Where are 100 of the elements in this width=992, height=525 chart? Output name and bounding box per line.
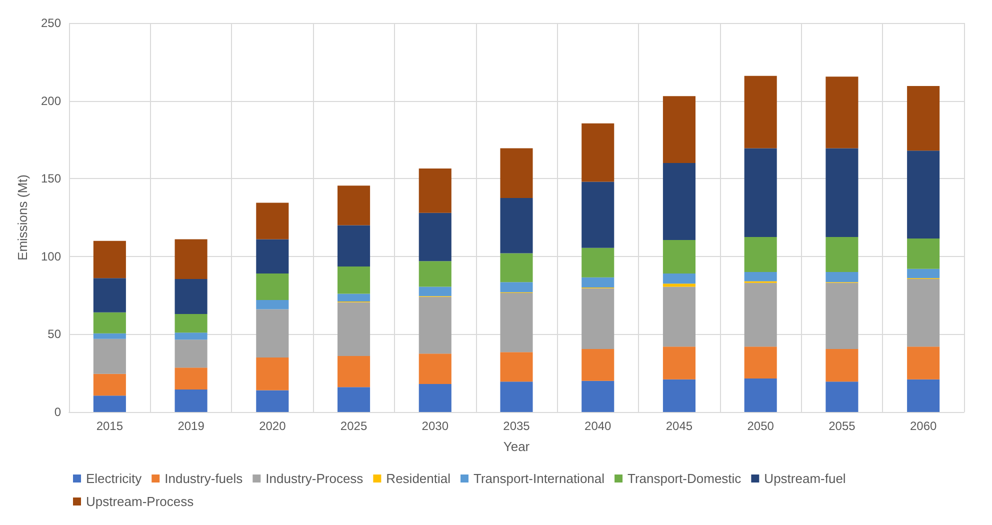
bar [93, 333, 126, 339]
bar [907, 268, 940, 278]
x-tick-label: 2055 [828, 419, 856, 433]
bar [744, 378, 777, 412]
bar [744, 346, 777, 379]
y-tick-label: 0 [54, 405, 62, 419]
x-tick-label: 2040 [584, 419, 612, 433]
bar [174, 389, 208, 412]
bar [256, 239, 289, 274]
bar [93, 396, 126, 412]
bar [500, 198, 533, 254]
bar [826, 272, 858, 282]
bar [662, 379, 696, 412]
bar [500, 382, 533, 412]
bar [338, 387, 370, 412]
bar [582, 248, 614, 278]
bar [256, 358, 289, 390]
y-tick-label: 200 [40, 94, 62, 108]
x-tick-label: 2060 [910, 419, 937, 433]
bar [826, 282, 858, 349]
bar [826, 382, 858, 412]
bar [93, 240, 126, 278]
bar [174, 368, 208, 390]
bar [338, 225, 370, 267]
bar [907, 238, 940, 269]
bar [500, 292, 533, 352]
bar [826, 348, 858, 382]
y-tick-label: 150 [40, 172, 62, 186]
bar [338, 186, 370, 226]
y-tick-label: 100 [40, 249, 62, 264]
bar [907, 86, 940, 151]
bar [744, 76, 777, 148]
bar [662, 163, 696, 240]
bar [500, 253, 533, 282]
bar [826, 148, 858, 237]
bar [582, 380, 614, 412]
bar [174, 340, 208, 368]
bar [500, 352, 533, 382]
y-tick-label: 250 [40, 16, 62, 30]
legend-label: Residential [386, 471, 451, 486]
bar [93, 312, 126, 334]
bar [256, 390, 289, 412]
bar [338, 294, 370, 302]
bar [418, 384, 452, 412]
bar [907, 379, 940, 412]
bar [744, 282, 777, 347]
bar [662, 240, 696, 274]
bar [582, 288, 614, 349]
x-axis-title: Year [503, 439, 530, 454]
legend-label: Industry-Process [266, 471, 364, 486]
bar [907, 150, 940, 239]
bar [662, 96, 696, 164]
x-tick-label: 2020 [259, 419, 286, 433]
bar [582, 182, 614, 248]
bar [174, 332, 208, 340]
legend-label: Transport-International [473, 471, 605, 486]
bar [744, 148, 777, 237]
bar [93, 338, 126, 374]
bar [418, 354, 452, 384]
legend-label: Upstream-fuel [764, 471, 846, 486]
y-axis-title: Emissions (Mt) [15, 174, 30, 260]
bar [500, 148, 533, 198]
x-tick-label: 2050 [747, 419, 774, 433]
bar [662, 346, 696, 380]
bar [744, 272, 777, 282]
bar [174, 239, 208, 279]
legend-label: Electricity [86, 471, 142, 486]
bar [256, 309, 289, 358]
bar [826, 76, 858, 148]
bar [418, 286, 452, 296]
bar [256, 274, 289, 300]
bar [582, 277, 614, 288]
legend-label: Upstream-Process [86, 494, 194, 509]
bar [338, 356, 370, 388]
bar [338, 266, 370, 294]
x-tick-label: 2015 [96, 419, 124, 433]
x-tick-label: 2045 [666, 419, 693, 433]
y-tick-label: 50 [48, 327, 62, 342]
bar [418, 261, 452, 287]
bar [418, 212, 452, 262]
bar [500, 282, 533, 292]
x-tick-label: 2030 [422, 419, 449, 433]
bar [93, 278, 126, 312]
bar [338, 302, 370, 356]
bar [582, 348, 614, 381]
bar [418, 168, 452, 213]
legend-label: Industry-fuels [164, 471, 244, 486]
bar [662, 286, 696, 347]
bar [662, 274, 696, 284]
bar [744, 236, 777, 272]
bar [256, 202, 289, 240]
x-tick-label: 2035 [503, 419, 530, 433]
legend-label: Transport-Domestic [628, 471, 742, 486]
bar [418, 296, 452, 354]
bar [174, 278, 208, 314]
bar [93, 374, 126, 396]
bar [826, 236, 858, 272]
bar [256, 300, 289, 310]
bar [662, 284, 696, 287]
x-tick-label: 2025 [340, 419, 368, 433]
